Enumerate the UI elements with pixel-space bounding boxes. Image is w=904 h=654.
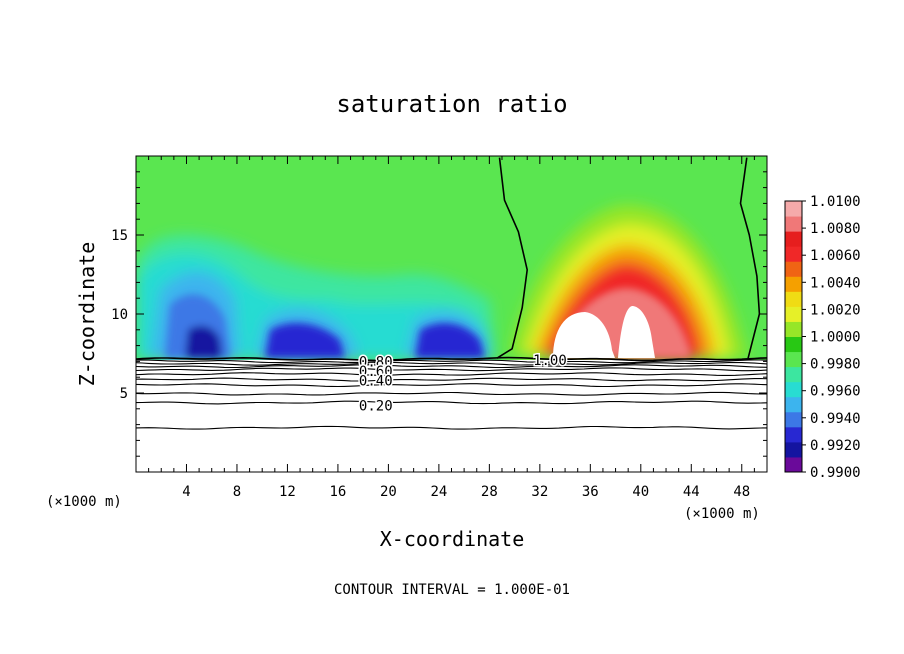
field-lower-layer [136, 360, 767, 472]
contour-label-0: 0.80 [359, 354, 393, 370]
x-axis-unit-right: (×1000 m) [684, 506, 760, 522]
contour-line-5 [135, 372, 768, 376]
x-axis-label: X-coordinate [380, 527, 525, 551]
contour-line-9 [135, 400, 768, 405]
colorbar-swatch-13 [785, 261, 802, 277]
colorbar-label-1: 1.0080 [810, 221, 861, 237]
colorbar-swatch-16 [785, 216, 802, 232]
colorbar-label-6: 0.9980 [810, 357, 861, 373]
colorbar-swatch-0 [785, 456, 802, 473]
contour-interval-footer: CONTOUR INTERVAL = 1.000E-01 [334, 582, 570, 598]
field-deep-blue-2 [265, 323, 345, 358]
field-white-core-2 [618, 306, 655, 358]
y-tick-label-0: 5 [120, 386, 128, 402]
colorbar-label-3: 1.0040 [810, 275, 861, 291]
colorbar-labels: 1.0100 1.0080 1.0060 1.0040 1.0020 1.0000 0.99… [802, 194, 861, 481]
colorbar-label-8: 0.9940 [810, 411, 861, 427]
colorbar [784, 200, 803, 473]
x-tick-label-9: 40 [632, 484, 649, 500]
field-darkest-blue-1 [185, 325, 222, 358]
colorbar-swatch-15 [785, 231, 802, 247]
x-tick-label-5: 24 [430, 484, 447, 500]
x-tick-label-8: 36 [582, 484, 599, 500]
saturation-boundary-contours [496, 157, 761, 359]
colorbar-swatch-4 [785, 396, 802, 413]
colorbar-label-0: 1.0100 [810, 194, 861, 210]
contour-line-4 [135, 367, 768, 372]
colorbar-swatch-1 [785, 441, 802, 458]
colorbar-swatch-8 [785, 336, 802, 353]
colorbar-swatch-3 [785, 411, 802, 428]
x-tick-label-0: 4 [182, 484, 190, 500]
contour-label-2: 0.40 [359, 373, 393, 389]
x-axis-ticks: 4 8 12 16 20 24 28 32 36 40 44 48 [148, 156, 755, 500]
colorbar-label-4: 1.0020 [810, 302, 861, 318]
contour-line-3 [135, 364, 768, 369]
colorbar-swatch-11 [785, 291, 802, 307]
y-axis-label: Z-coordinate [75, 242, 99, 387]
colorbar-label-2: 1.0060 [810, 248, 861, 264]
contour-label-4: 1.00 [533, 353, 567, 369]
colorbar-swatch-14 [785, 246, 802, 262]
contour-line-1 [136, 359, 768, 364]
contour-labels: 0.800.600.40 0.20 1.00 [357, 351, 568, 416]
colorbar-swatch-17 [785, 201, 802, 217]
x-tick-label-1: 8 [233, 484, 241, 500]
colorbar-swatch-6 [785, 366, 802, 383]
contour-line-7 [135, 383, 768, 388]
colorbar-swatch-7 [785, 351, 802, 368]
heatmap-field [136, 156, 767, 472]
x-tick-label-10: 44 [683, 484, 700, 500]
x-tick-label-6: 28 [481, 484, 498, 500]
field-white-core-1 [553, 312, 615, 358]
contour-line-10 [135, 425, 768, 430]
contour-label-3: 0.20 [359, 399, 393, 415]
colorbar-swatch-5 [785, 381, 802, 398]
contour-line-6 [135, 377, 768, 382]
y-tick-label-2: 15 [111, 228, 128, 244]
colorbar-swatch-10 [785, 306, 802, 322]
x-tick-label-7: 32 [531, 484, 548, 500]
colorbar-label-5: 1.0000 [810, 330, 861, 346]
boundary-left-edge [496, 157, 528, 359]
colorbar-label-7: 0.9960 [810, 384, 861, 400]
x-tick-label-11: 48 [733, 484, 750, 500]
y-tick-label-1: 10 [111, 307, 128, 323]
colorbar-swatch-2 [785, 426, 802, 443]
field-deep-blue-3 [415, 323, 485, 358]
colorbar-swatch-12 [785, 276, 802, 292]
x-tick-label-4: 20 [380, 484, 397, 500]
contour-line-2 [135, 361, 768, 366]
y-axis-ticks: 5 10 15 [111, 171, 767, 457]
x-tick-label-3: 16 [329, 484, 346, 500]
x-tick-label-2: 12 [279, 484, 296, 500]
colorbar-label-9: 0.9920 [810, 438, 861, 454]
x-axis-unit-left: (×1000 m) [46, 494, 122, 510]
contour-label-1: 0.60 [359, 364, 393, 380]
colorbar-swatch-9 [785, 321, 802, 337]
contour-line-8 [135, 391, 767, 396]
colorbar-label-10: 0.9900 [810, 465, 861, 481]
lower-contour-lines [135, 356, 768, 430]
contour-line-0 [135, 356, 768, 362]
boundary-right-edge [739, 157, 761, 359]
chart-title: saturation ratio [336, 90, 567, 118]
